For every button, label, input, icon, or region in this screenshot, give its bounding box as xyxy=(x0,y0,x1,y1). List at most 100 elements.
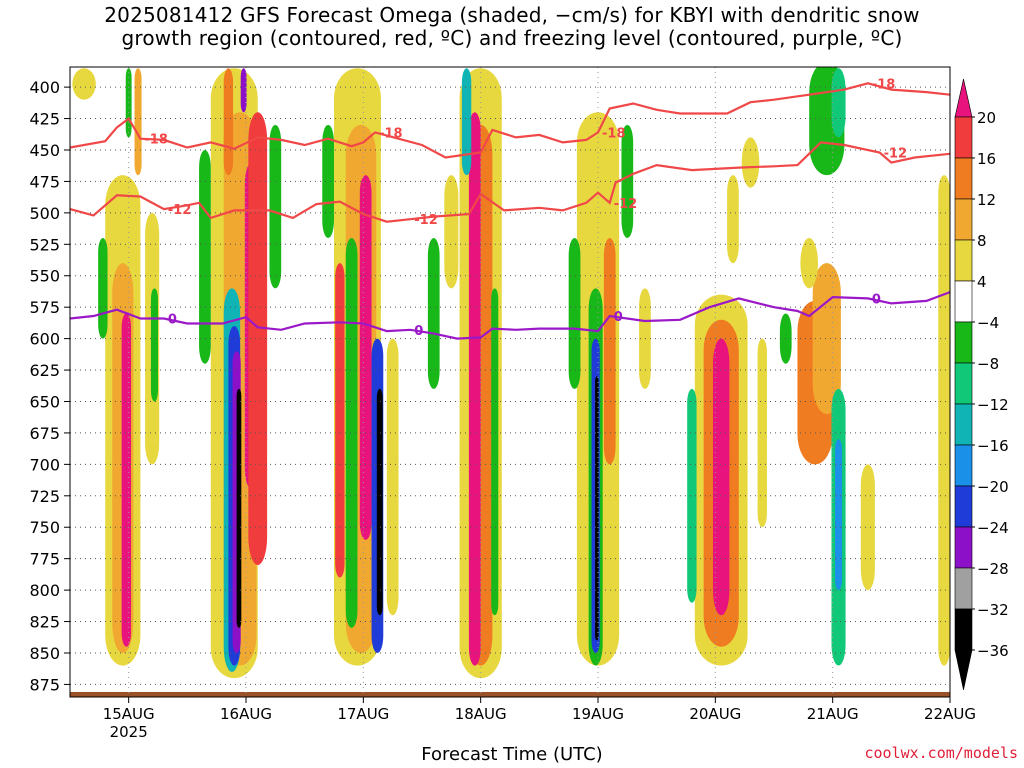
omega-shading xyxy=(134,68,142,176)
contour-label: 0 xyxy=(872,292,881,307)
omega-shading xyxy=(603,238,616,465)
y-tick-label: 750 xyxy=(29,518,60,537)
x-tick-label: 17AUG xyxy=(337,705,389,723)
colorbar-segment xyxy=(954,485,973,528)
y-tick-label: 650 xyxy=(29,392,60,411)
y-tick-label: 400 xyxy=(29,78,60,97)
colorbar-label: −36 xyxy=(977,642,1009,660)
omega-shading xyxy=(461,68,472,176)
omega-shading xyxy=(427,238,440,389)
colorbar-label: 20 xyxy=(977,109,996,127)
omega-shading xyxy=(386,338,399,616)
colorbar-bottom-arrow xyxy=(954,649,973,691)
omega-shading xyxy=(240,68,247,113)
x-tick-label: 15AUG xyxy=(103,705,155,723)
colorbar-label: 16 xyxy=(977,150,996,168)
omega-shading xyxy=(621,124,634,239)
contour-lines: -18 -18 -18 -18 -12 -12 -12 -12 0 0 0 0 xyxy=(70,77,950,340)
colorbar-segment xyxy=(954,321,973,364)
colorbar-label: −16 xyxy=(977,437,1009,455)
omega-shading xyxy=(72,68,96,100)
colorbar-segment xyxy=(954,116,973,159)
omega-shading xyxy=(468,112,481,666)
omega-shading xyxy=(757,338,767,528)
omega-shading xyxy=(938,175,950,666)
terrain-band xyxy=(70,691,950,697)
colorbar-label: −12 xyxy=(977,396,1009,414)
contour-minus12 xyxy=(70,141,950,223)
contour-label: -18 xyxy=(872,77,896,92)
omega-shading xyxy=(376,388,383,616)
y-axis: 400 425 450 475 500 525 550 575 600 625 650 675 700 7… xyxy=(29,78,70,694)
y-tick-label: 850 xyxy=(29,644,60,663)
y-tick-label: 700 xyxy=(29,455,60,474)
omega-shading xyxy=(491,288,499,616)
colorbar-label: −8 xyxy=(977,355,999,373)
chart-title: 2025081412 GFS Forecast Omega (shaded, −… xyxy=(0,4,1024,50)
omega-shading xyxy=(345,238,358,628)
y-tick-label: 675 xyxy=(29,424,60,443)
omega-shading xyxy=(595,376,599,641)
omega-shading xyxy=(121,313,132,647)
y-tick-label: 625 xyxy=(29,361,60,380)
credit-link[interactable]: coolwx.com/models xyxy=(864,744,1018,762)
y-tick-label: 575 xyxy=(29,298,60,317)
y-tick-label: 775 xyxy=(29,550,60,569)
colorbar-label: −32 xyxy=(977,601,1009,619)
contour-label: 0 xyxy=(168,312,177,327)
colorbar-segment xyxy=(954,239,973,282)
colorbar-segment xyxy=(954,280,973,323)
omega-shading xyxy=(835,439,843,591)
y-tick-label: 825 xyxy=(29,613,60,632)
contour-label: -12 xyxy=(884,147,908,162)
omega-shading xyxy=(741,137,760,188)
omega-shading xyxy=(687,388,697,603)
colorbar-segment xyxy=(954,198,973,241)
omega-shading xyxy=(727,175,739,264)
x-axis-label: Forecast Time (UTC) xyxy=(421,744,603,765)
contour-minus18 xyxy=(70,82,950,159)
contour-label: -12 xyxy=(168,203,192,218)
x-tick-label: 18AUG xyxy=(455,705,507,723)
x-tick-label: 16AUG xyxy=(220,705,272,723)
x-tick-label: 20AUG xyxy=(689,705,741,723)
y-tick-label: 875 xyxy=(29,675,60,694)
omega-shading xyxy=(568,238,581,389)
chart-title-line-1: 2025081412 GFS Forecast Omega (shaded, −… xyxy=(104,3,920,27)
colorbar: 20 16 12 8 4 −4 −8 −12 −16 −20 −24 −28 −32 −36 xyxy=(954,78,1009,691)
colorbar-segment xyxy=(954,526,973,569)
omega-shaded-field xyxy=(72,67,950,679)
colorbar-segment xyxy=(954,157,973,200)
x-tick-label: 22AUG xyxy=(924,705,976,723)
colorbar-top-arrow xyxy=(954,78,973,118)
omega-shading xyxy=(359,175,372,540)
y-tick-label: 600 xyxy=(29,330,60,349)
x-tick-label: 19AUG xyxy=(572,705,624,723)
y-tick-label: 525 xyxy=(29,235,60,254)
colorbar-label: −28 xyxy=(977,560,1009,578)
colorbar-label: 12 xyxy=(977,191,996,209)
colorbar-label: −4 xyxy=(977,314,999,332)
omega-shading xyxy=(860,464,875,591)
contour-label: -12 xyxy=(414,213,438,228)
contour-label: -18 xyxy=(144,133,168,148)
omega-shading xyxy=(248,112,268,565)
omega-shading xyxy=(269,124,282,289)
omega-shading xyxy=(223,68,234,176)
omega-shading xyxy=(98,238,108,339)
contour-label: -12 xyxy=(614,197,638,212)
x-tick-sublabel: 2025 xyxy=(110,723,148,741)
omega-shading xyxy=(335,263,345,578)
y-tick-label: 450 xyxy=(29,141,60,160)
colorbar-label: −20 xyxy=(977,478,1009,496)
contour-freezing-level xyxy=(70,291,950,340)
y-tick-label: 475 xyxy=(29,172,60,191)
y-tick-label: 425 xyxy=(29,110,60,129)
colorbar-label: 8 xyxy=(977,232,987,250)
colorbar-label: −24 xyxy=(977,519,1009,537)
omega-shading xyxy=(199,149,211,364)
contour-label: 0 xyxy=(414,324,423,339)
colorbar-segment xyxy=(954,444,973,487)
y-tick-label: 800 xyxy=(29,581,60,600)
